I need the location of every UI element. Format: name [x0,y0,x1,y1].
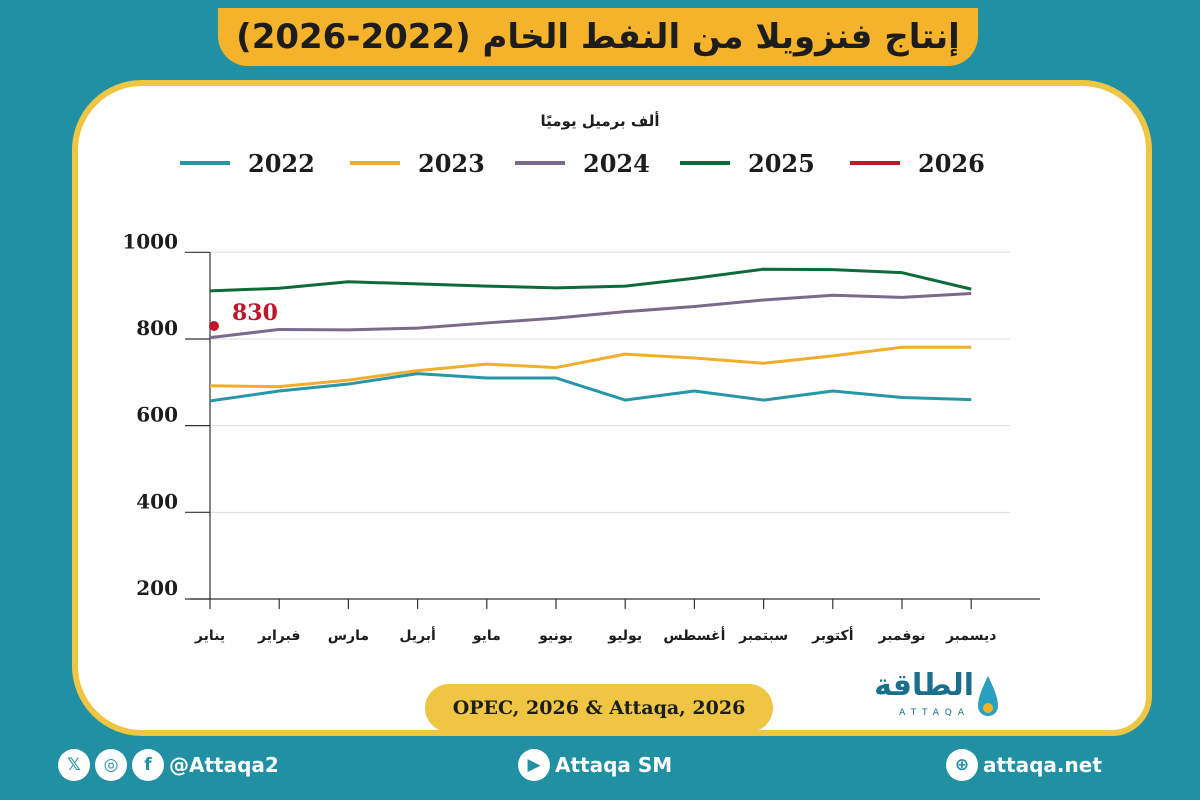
legend-label-2026: 2026 [918,149,985,178]
series-line-2024 [209,291,972,340]
chart-card [72,80,1152,736]
y-tick-label-600: 600 [136,403,178,427]
facebook-icon[interactable]: f [132,749,164,781]
y-axis-label: ألف برميل يوميًا [541,111,660,130]
series-line-2023 [209,345,972,389]
legend-label-2025: 2025 [748,149,815,178]
y-tick-label-1000: 1000 [122,229,178,253]
website-link[interactable]: attaqa.net [983,753,1102,777]
legend-label-2023: 2023 [418,149,485,178]
title-banner: إنتاج فنزويلا من النفط الخام (2022-2026) [218,8,978,66]
x-tick-label: يناير [194,628,225,644]
x-tick-label: يونيو [538,628,573,644]
x-tick-label: أغسطس [663,626,725,644]
data-label-2026: 830 [232,300,278,326]
x-tick-label: فبراير [257,628,300,644]
footer-youtube: ▶ Attaqa SM [518,745,672,785]
legend-label-2022: 2022 [248,149,315,178]
y-tick-label-400: 400 [136,489,178,513]
logo-latin: ATTAQA [899,708,970,718]
globe-icon[interactable]: ⊕ [946,749,978,781]
x-tick-label: مارس [328,628,369,644]
legend-label-2024: 2024 [583,149,650,178]
social-handle[interactable]: @Attaqa2 [169,753,279,777]
series-line-2025 [209,267,972,293]
footer-website: ⊕ attaqa.net [946,745,1102,785]
instagram-icon[interactable]: ◎ [95,749,127,781]
footer-social: 𝕏 ◎ f @Attaqa2 [58,745,279,785]
x-tick-label: مايو [472,628,501,644]
x-tick-label: يوليو [607,628,642,644]
x-tick-label: نوفمبر [877,628,925,644]
x-tick-label: أبريل [399,626,436,644]
y-tick-label-800: 800 [136,316,178,340]
chart-title: إنتاج فنزويلا من النفط الخام (2022-2026) [236,17,960,57]
y-tick-label-200: 200 [136,576,178,600]
youtube-icon[interactable]: ▶ [518,749,550,781]
x-icon[interactable]: 𝕏 [58,749,90,781]
drop-icon [978,676,998,716]
data-point-2026 [209,320,219,331]
source-label: OPEC, 2026 & Attaqa, 2026 [425,684,773,732]
youtube-channel[interactable]: Attaqa SM [555,753,673,777]
logo-arabic: الطاقة [874,668,974,703]
x-tick-label: سبتمبر [738,628,788,644]
series-line-2022 [209,372,972,403]
x-tick-label: أكتوبر [811,626,853,644]
attaqa-logo: الطاقة ATTAQA [858,668,1008,722]
x-tick-label: ديسمبر [945,628,997,644]
